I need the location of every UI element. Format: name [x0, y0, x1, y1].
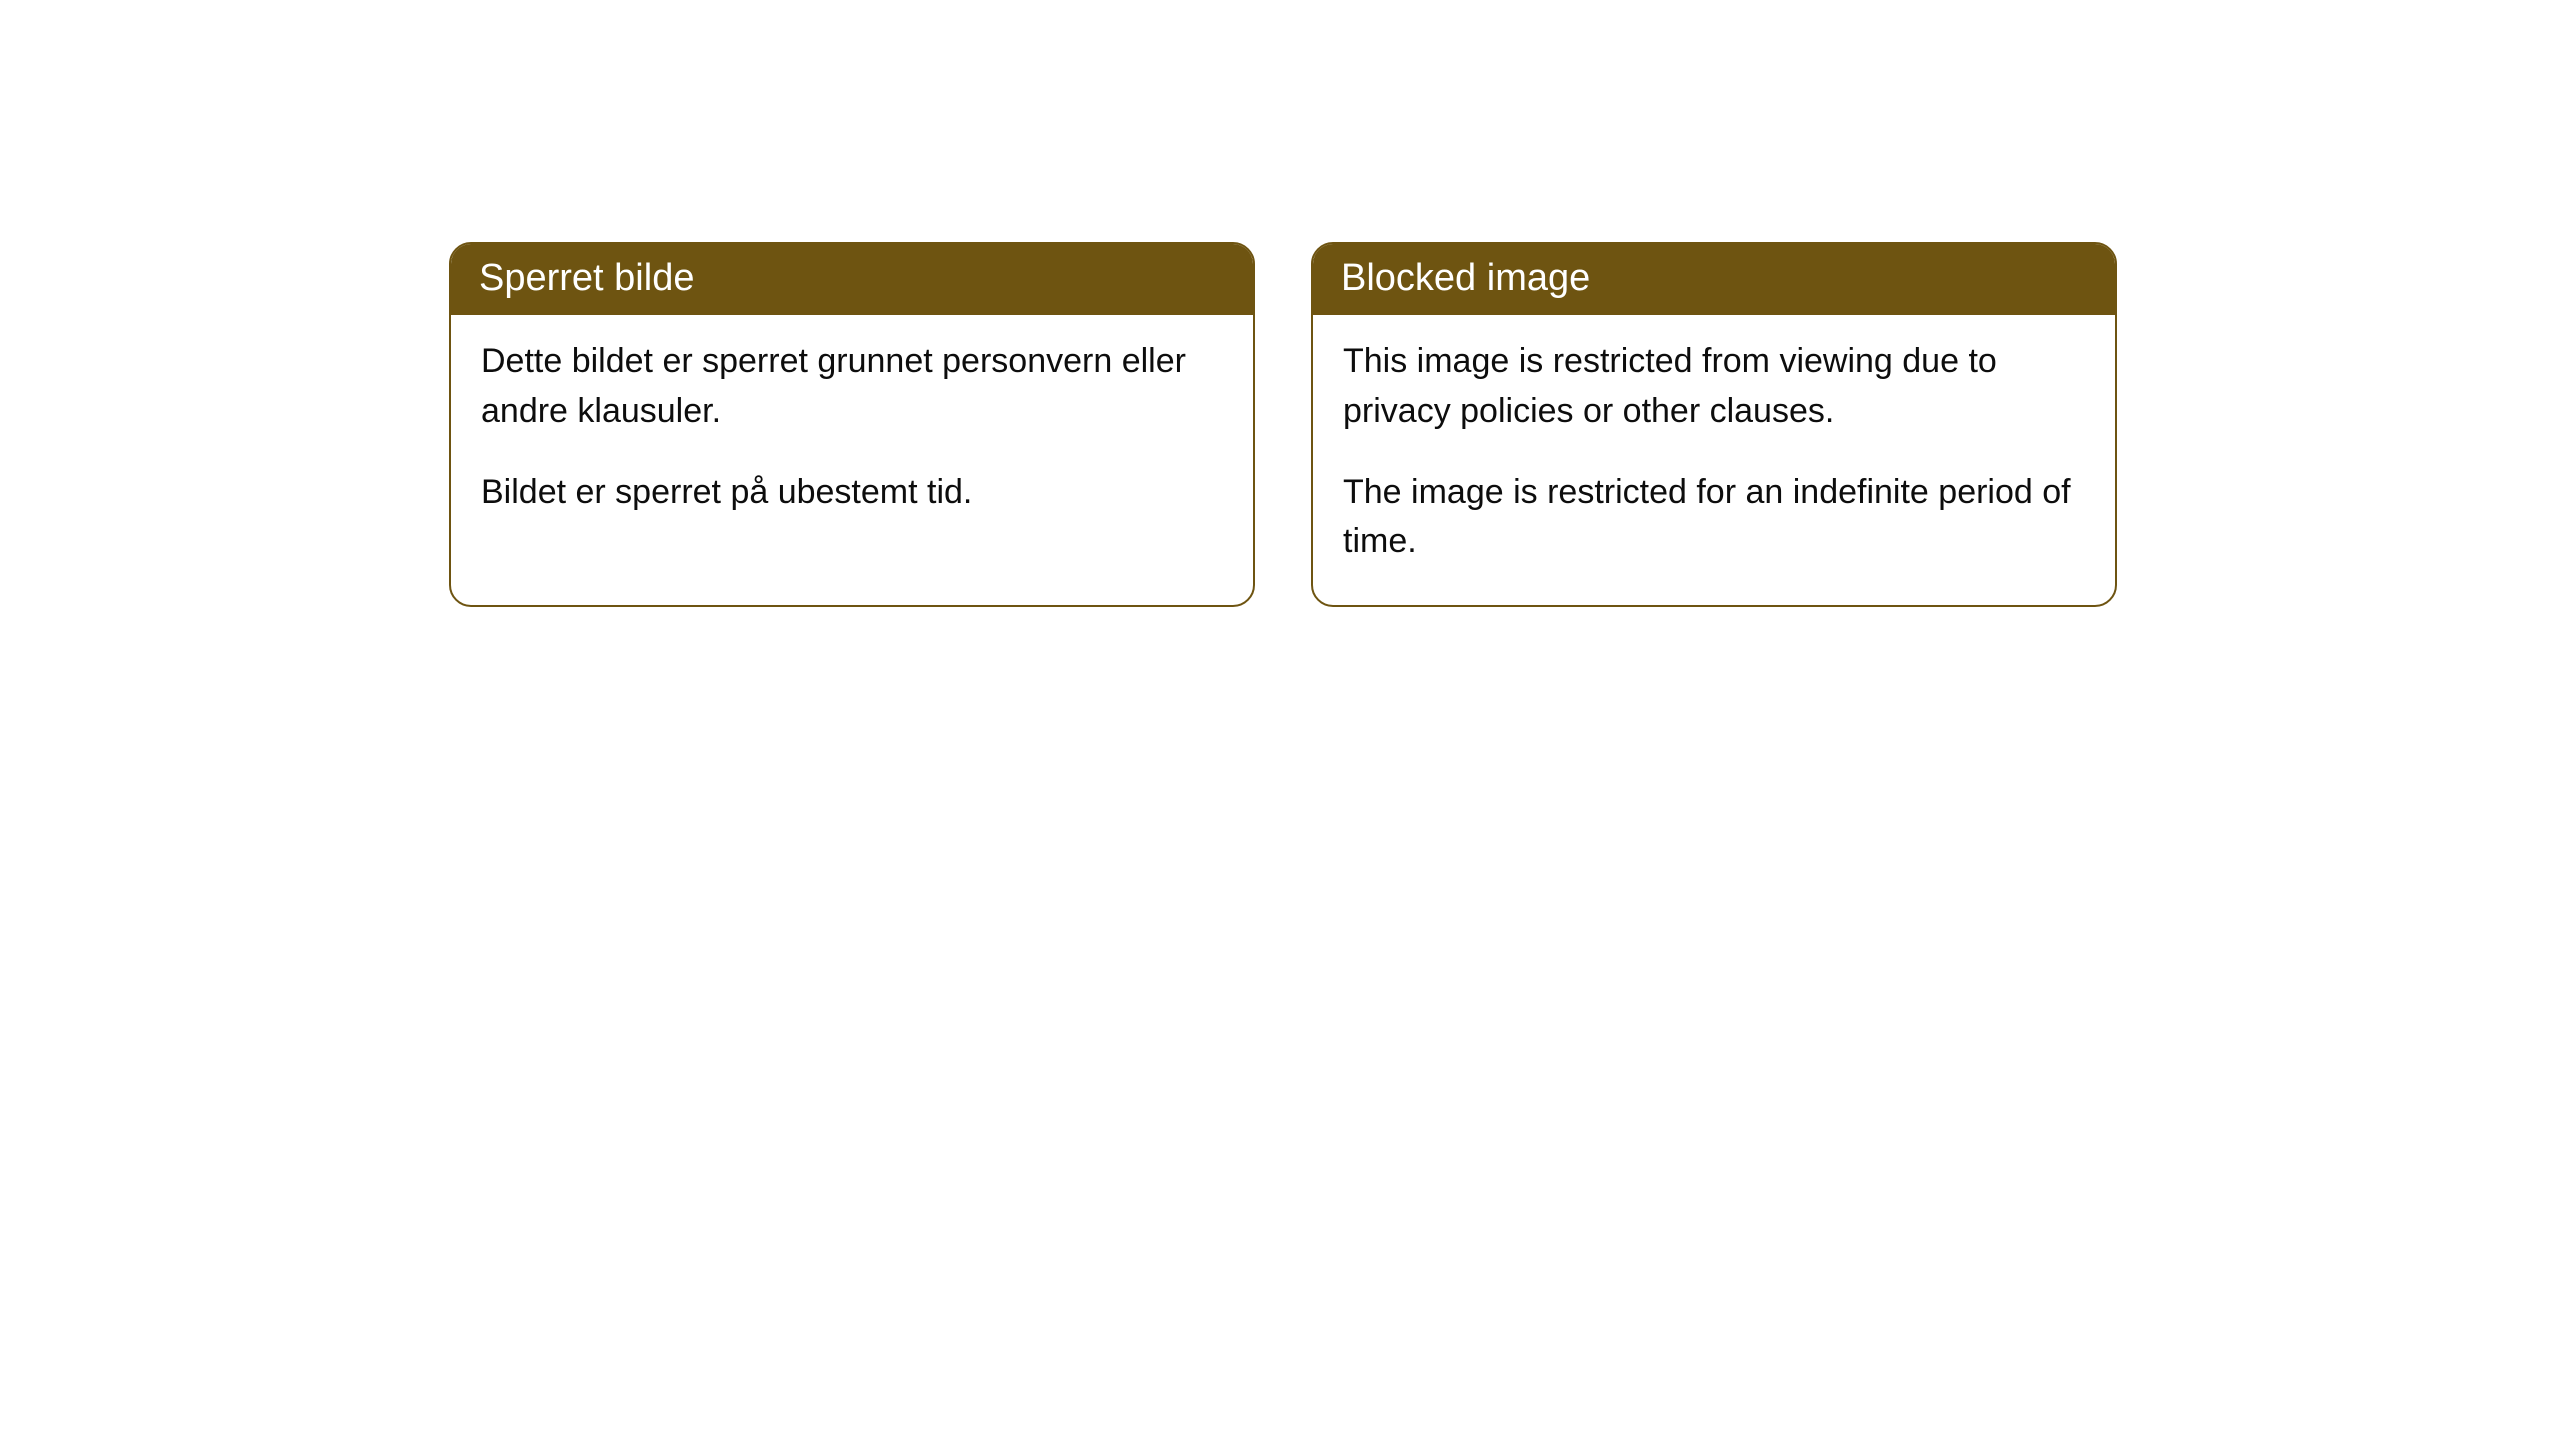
card-paragraph: Bildet er sperret på ubestemt tid. [481, 468, 1223, 517]
card-paragraph: The image is restricted for an indefinit… [1343, 468, 2085, 567]
card-paragraph: Dette bildet er sperret grunnet personve… [481, 337, 1223, 436]
notice-card-norwegian: Sperret bilde Dette bildet er sperret gr… [449, 242, 1255, 607]
card-body: This image is restricted from viewing du… [1313, 315, 2115, 604]
card-body: Dette bildet er sperret grunnet personve… [451, 315, 1253, 555]
card-header: Blocked image [1313, 244, 2115, 315]
notice-container: Sperret bilde Dette bildet er sperret gr… [449, 242, 2117, 607]
notice-card-english: Blocked image This image is restricted f… [1311, 242, 2117, 607]
card-paragraph: This image is restricted from viewing du… [1343, 337, 2085, 436]
card-header: Sperret bilde [451, 244, 1253, 315]
